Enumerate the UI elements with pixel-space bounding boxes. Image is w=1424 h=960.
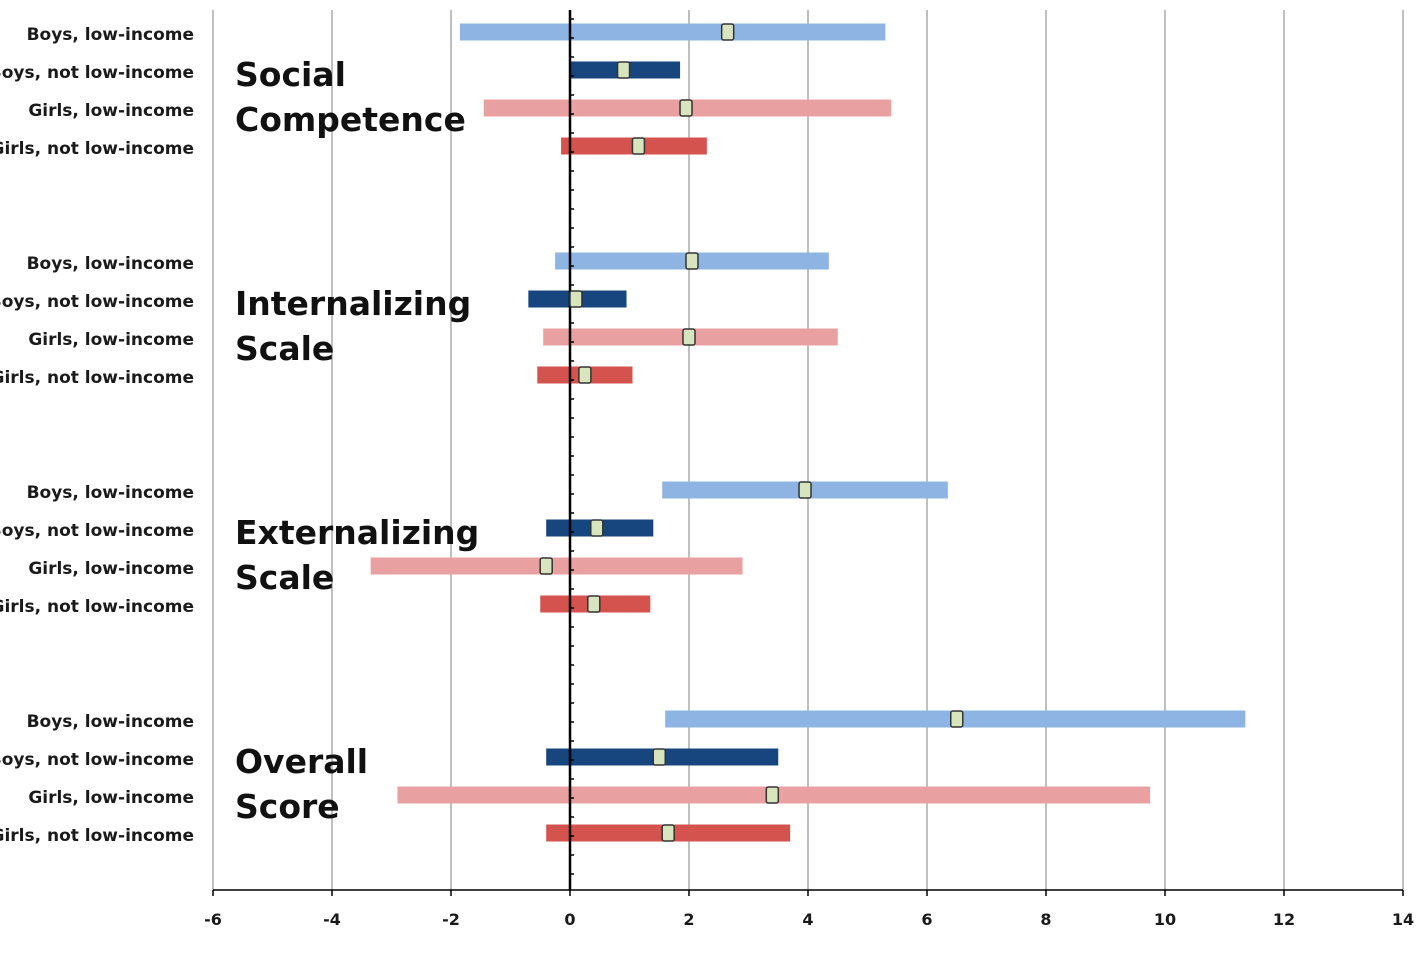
x-tick-label: 0 [564,910,575,929]
row-label: Girls, low-income [28,788,194,808]
range-bar [459,23,886,41]
x-tick-label: -4 [323,910,341,929]
point-marker [679,99,693,117]
x-tick-label: 12 [1273,910,1295,929]
row-label: Girls, low-income [28,330,194,350]
range-bars [370,23,1246,842]
row-label: Girls, not low-income [0,139,194,159]
x-tick-label: 6 [921,910,932,929]
row-label: Girls, not low-income [0,368,194,388]
point-marker [950,710,964,728]
point-marker [661,824,675,842]
row-label: Boys, low-income [27,25,194,45]
gridlines [212,10,1404,890]
row-label: Boys, low-income [27,712,194,732]
row-label: Boys, not low-income [0,292,194,312]
range-bar [370,557,743,575]
group-title: Internalizing [235,284,471,323]
group-title: Scale [235,558,334,597]
x-tick-label: -6 [204,910,222,929]
row-label: Boys, not low-income [0,750,194,770]
point-marker [616,61,631,79]
group-title: Social [235,55,346,94]
x-tick-label: 4 [802,910,813,929]
x-tick-label: 2 [683,910,694,929]
group-title: Externalizing [235,513,479,552]
row-label: Girls, not low-income [0,597,194,617]
row-label: Girls, low-income [28,101,194,121]
group-title: Score [235,787,340,826]
point-marker [720,23,735,41]
row-label: Boys, not low-income [0,521,194,541]
point-marker [765,786,780,804]
row-label: Boys, low-income [27,254,194,274]
point-marker [682,328,696,346]
row-label: Girls, low-income [28,559,194,579]
x-tick-label: 8 [1040,910,1051,929]
point-marker [539,557,553,575]
group-title: Overall [235,742,368,781]
point-markers [539,23,964,842]
point-marker [590,519,604,537]
axes [212,10,1404,896]
labels: -6 -4 -2 0 2 4 6 8 10 12 14 Boys, low-income Boys, n… [0,25,1414,929]
row-label: Boys, low-income [27,483,194,503]
point-marker [569,290,583,308]
row-label: Boys, not low-income [0,63,194,83]
x-tick-label: 14 [1392,910,1414,929]
x-tick-label: -2 [442,910,460,929]
group-title: Competence [235,100,466,139]
point-marker [685,252,699,270]
point-marker [798,481,812,499]
row-label: Girls, not low-income [0,826,194,846]
point-marker [578,366,592,384]
point-marker [587,595,601,613]
x-tick-label: 10 [1154,910,1176,929]
group-title: Scale [235,329,334,368]
point-marker [631,137,646,155]
point-marker [652,748,666,766]
